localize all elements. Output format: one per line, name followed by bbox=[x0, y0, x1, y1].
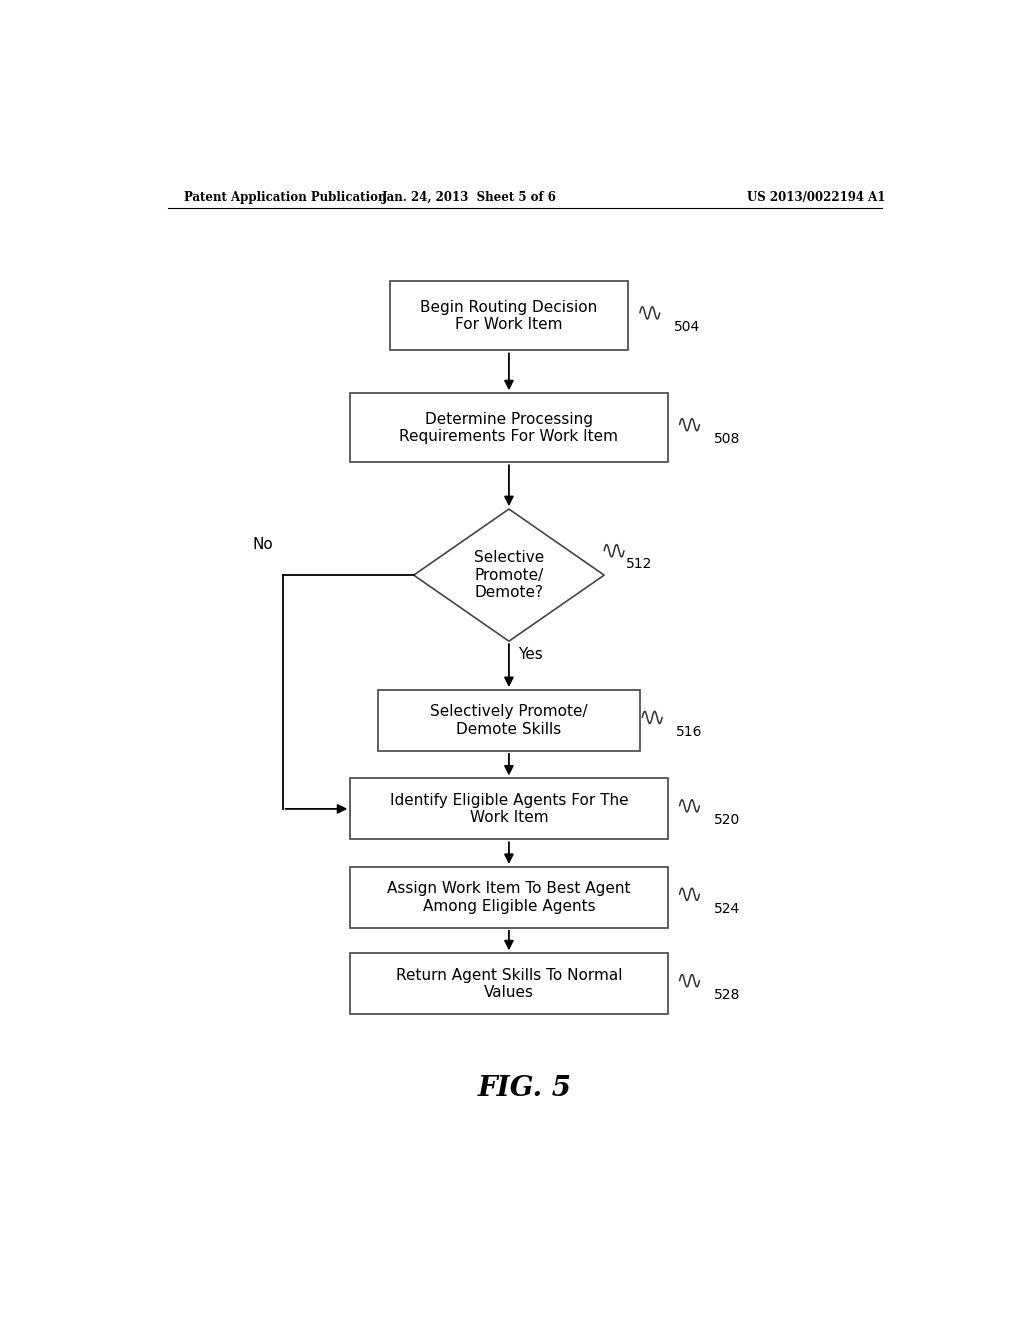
Bar bbox=[350, 867, 668, 928]
Text: 508: 508 bbox=[714, 432, 740, 446]
Polygon shape bbox=[414, 510, 604, 642]
Bar bbox=[350, 393, 668, 462]
Bar bbox=[350, 779, 668, 840]
Text: Jan. 24, 2013  Sheet 5 of 6: Jan. 24, 2013 Sheet 5 of 6 bbox=[382, 190, 557, 203]
Text: FIG. 5: FIG. 5 bbox=[478, 1074, 571, 1102]
Text: 524: 524 bbox=[714, 902, 740, 916]
Text: Selective
Promote/
Demote?: Selective Promote/ Demote? bbox=[474, 550, 544, 601]
Bar bbox=[350, 953, 668, 1014]
Text: No: No bbox=[253, 537, 273, 552]
Text: 520: 520 bbox=[714, 813, 740, 828]
Text: Determine Processing
Requirements For Work Item: Determine Processing Requirements For Wo… bbox=[399, 412, 618, 444]
Text: 528: 528 bbox=[714, 987, 740, 1002]
Text: Begin Routing Decision
For Work Item: Begin Routing Decision For Work Item bbox=[420, 300, 598, 333]
Text: 512: 512 bbox=[627, 557, 652, 572]
Text: 504: 504 bbox=[674, 321, 700, 334]
Text: Assign Work Item To Best Agent
Among Eligible Agents: Assign Work Item To Best Agent Among Eli… bbox=[387, 882, 631, 913]
Text: Identify Eligible Agents For The
Work Item: Identify Eligible Agents For The Work It… bbox=[389, 793, 629, 825]
Text: Patent Application Publication: Patent Application Publication bbox=[183, 190, 386, 203]
Bar bbox=[390, 281, 628, 351]
Bar bbox=[378, 690, 640, 751]
Text: Return Agent Skills To Normal
Values: Return Agent Skills To Normal Values bbox=[395, 968, 623, 1001]
Text: US 2013/0022194 A1: US 2013/0022194 A1 bbox=[748, 190, 886, 203]
Text: Selectively Promote/
Demote Skills: Selectively Promote/ Demote Skills bbox=[430, 705, 588, 737]
Text: 516: 516 bbox=[677, 725, 702, 739]
Text: Yes: Yes bbox=[518, 647, 543, 661]
